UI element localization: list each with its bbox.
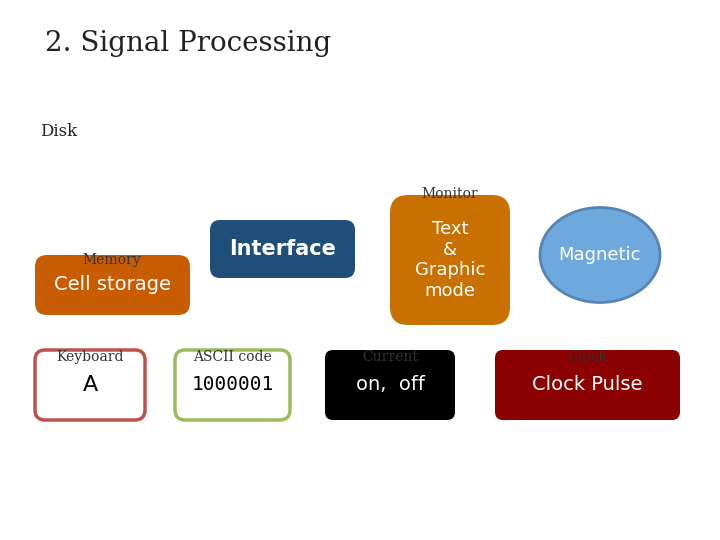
Text: on,  off: on, off bbox=[356, 375, 424, 395]
Text: Monitor: Monitor bbox=[422, 187, 478, 201]
Text: Current: Current bbox=[362, 350, 418, 364]
Text: Clock Pulse: Clock Pulse bbox=[532, 375, 643, 395]
FancyBboxPatch shape bbox=[390, 195, 510, 325]
Text: 2. Signal Processing: 2. Signal Processing bbox=[45, 30, 331, 57]
Text: Magnetic: Magnetic bbox=[559, 246, 642, 264]
FancyBboxPatch shape bbox=[35, 255, 190, 315]
Text: Clock: Clock bbox=[567, 350, 607, 364]
FancyBboxPatch shape bbox=[325, 350, 455, 420]
Text: Text
&
Graphic
mode: Text & Graphic mode bbox=[415, 220, 485, 300]
Text: Disk: Disk bbox=[40, 123, 77, 140]
FancyBboxPatch shape bbox=[210, 220, 355, 278]
Text: 1000001: 1000001 bbox=[192, 375, 274, 395]
Ellipse shape bbox=[540, 207, 660, 302]
FancyBboxPatch shape bbox=[175, 350, 290, 420]
Text: A: A bbox=[82, 375, 98, 395]
FancyBboxPatch shape bbox=[495, 350, 680, 420]
Text: Cell storage: Cell storage bbox=[54, 275, 171, 294]
Text: Keyboard: Keyboard bbox=[56, 350, 124, 364]
Text: ASCII code: ASCII code bbox=[193, 350, 271, 364]
FancyBboxPatch shape bbox=[35, 350, 145, 420]
Text: Memory: Memory bbox=[83, 253, 141, 267]
Text: Interface: Interface bbox=[229, 239, 336, 259]
